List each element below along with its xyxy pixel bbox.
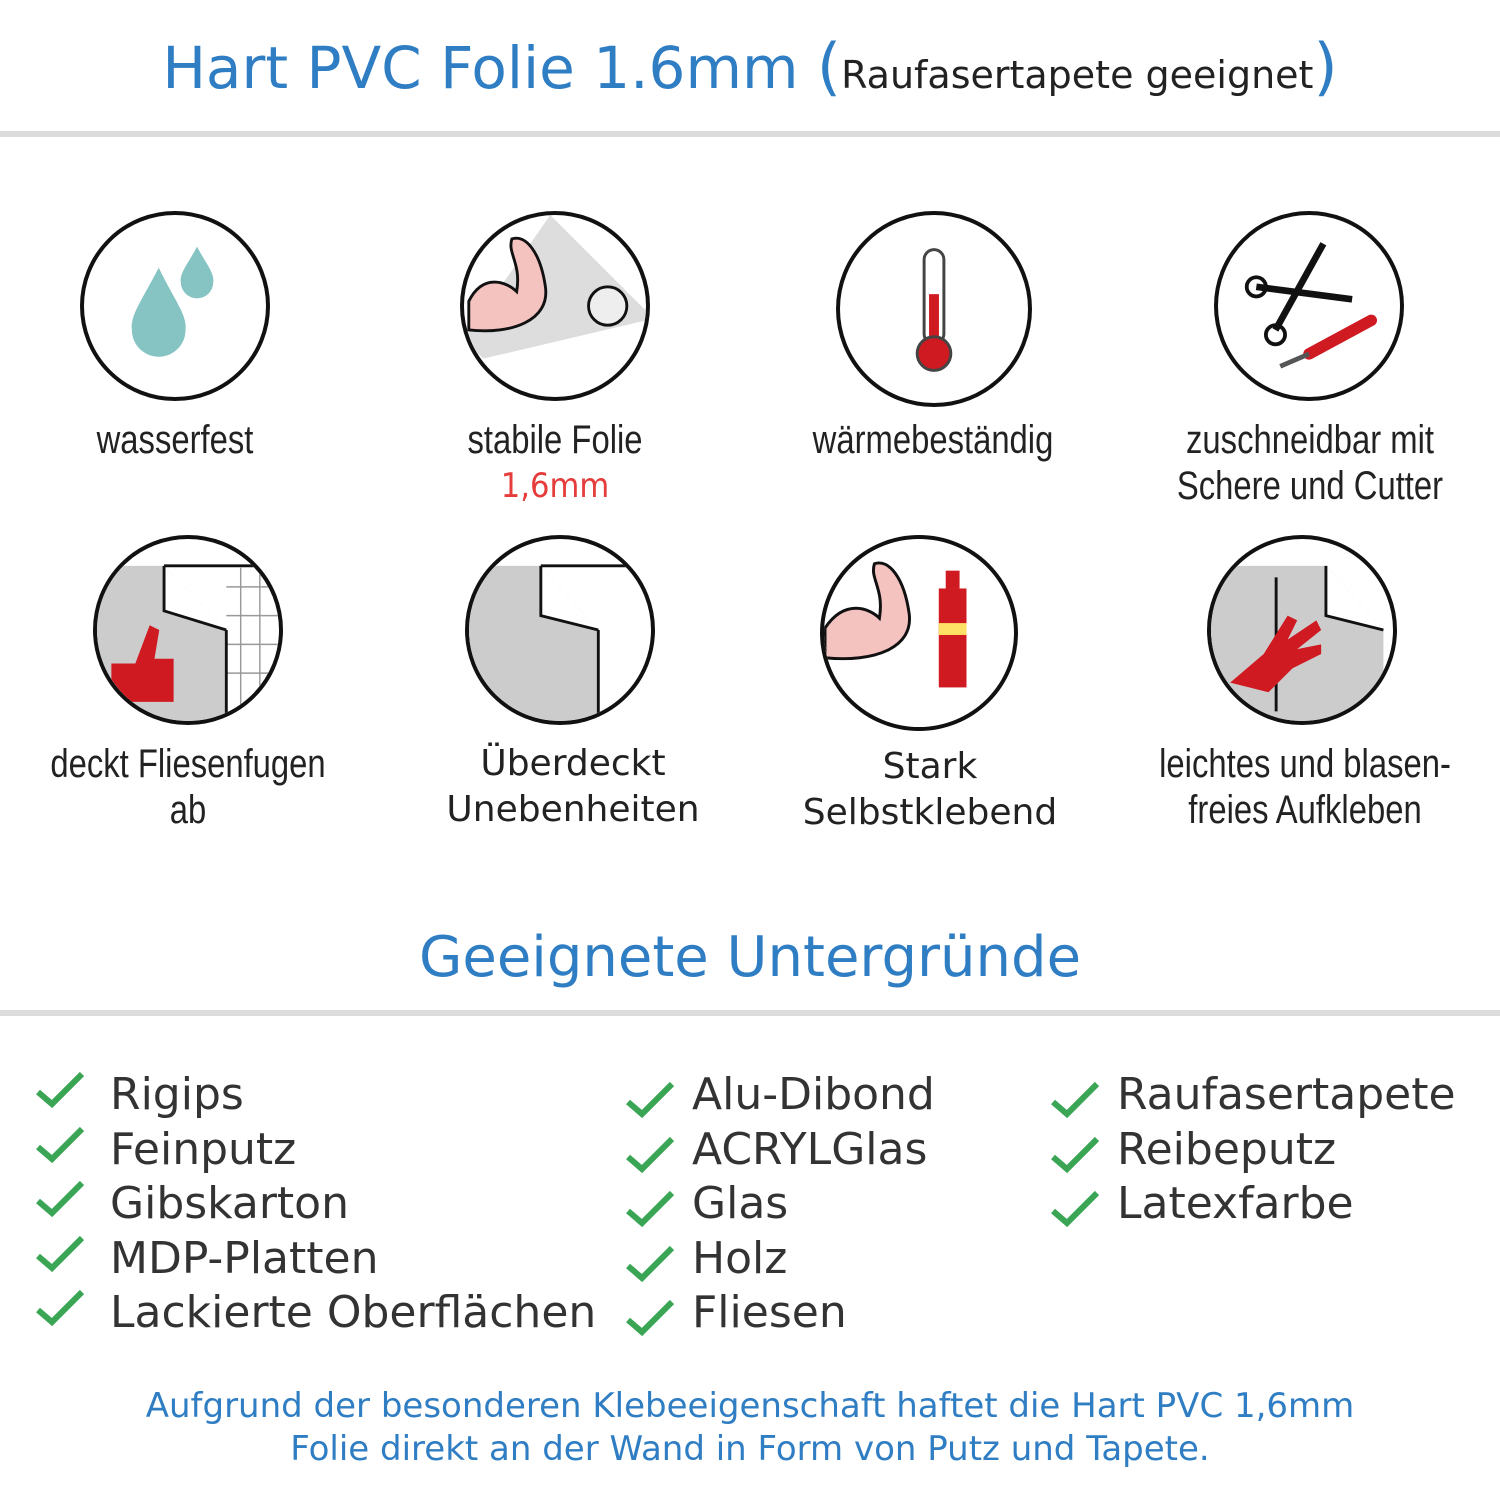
check-icon <box>625 1298 675 1338</box>
check-icon <box>625 1135 675 1175</box>
surface-item: Latexfarbe <box>1117 1178 1354 1229</box>
check-icon <box>35 1179 85 1219</box>
check-icon <box>1050 1135 1100 1175</box>
feature-label: wärmebeständig <box>812 418 1054 462</box>
surface-item: Fliesen <box>692 1287 847 1338</box>
surface-item: Raufasertapete <box>1117 1069 1456 1120</box>
hand-smooth-icon <box>1207 535 1397 725</box>
footer-line: Folie direkt an der Wand in Form von Put… <box>290 1429 1210 1469</box>
tile-cover-thumb-icon <box>93 535 283 725</box>
feature-highlight: 1,6mm <box>500 466 610 506</box>
surface-item: Holz <box>692 1232 788 1284</box>
water-drops-icon <box>80 211 270 401</box>
label-line: Überdeckt <box>480 743 666 784</box>
feature-label: Stark Selbstklebend <box>750 744 1110 836</box>
scissors-cutter-icon <box>1214 211 1404 401</box>
label-line: freies Aufkleben <box>1188 788 1422 832</box>
footer-note: Aufgrund der besonderen Klebeeigenschaft… <box>0 1385 1500 1471</box>
strong-arm-foil-icon <box>460 211 650 401</box>
label-line: Unebenheiten <box>446 789 700 830</box>
check-icon <box>1050 1080 1100 1120</box>
label-line: leichtes und blasen- <box>1159 742 1451 786</box>
feature-label: Überdeckt Unebenheiten <box>393 741 753 833</box>
surface-item: Lackierte Oberflächen <box>110 1287 597 1338</box>
surface-item: Glas <box>692 1178 789 1229</box>
title-paren-open: ( <box>816 30 842 103</box>
divider <box>0 1010 1500 1016</box>
check-icon <box>1050 1189 1100 1229</box>
label-line: zuschneidbar mit <box>1186 418 1434 462</box>
feature-label: stabile Folie 1,6mm <box>407 417 702 509</box>
surface-item: Alu-Dibond <box>692 1069 935 1120</box>
check-icon <box>625 1189 675 1229</box>
label-line: Stark <box>882 746 978 787</box>
surface-item: Gibskarton <box>110 1178 349 1229</box>
label-line: Schere und Cutter <box>1176 464 1444 508</box>
page-title: Hart PVC Folie 1.6mm (Raufasertapete gee… <box>0 30 1500 103</box>
surface-item: MDP-Platten <box>110 1232 379 1284</box>
feature-label: deckt Fliesenfugen ab <box>50 742 326 832</box>
surface-item: Reibeputz <box>1117 1123 1337 1175</box>
footer-line: Aufgrund der besonderen Klebeeigenschaft… <box>145 1386 1355 1426</box>
title-paren-close: ) <box>1313 30 1338 103</box>
check-icon <box>625 1244 675 1284</box>
surface-item: ACRYLGlas <box>692 1123 928 1175</box>
section-heading: Geeignete Untergründe <box>418 925 1082 990</box>
check-icon <box>35 1288 85 1328</box>
check-icon <box>35 1070 85 1110</box>
check-icon <box>35 1234 85 1274</box>
feature-label: leichtes und blasen-freies Aufkleben <box>1157 741 1452 833</box>
divider <box>0 131 1500 137</box>
feature-label: wasserfest <box>96 418 254 462</box>
strong-arm-glue-icon <box>820 535 1018 731</box>
surface-item: Feinputz <box>110 1123 297 1175</box>
feature-label-text: stabile Folie <box>467 418 643 462</box>
foil-peel-icon <box>465 535 655 725</box>
check-icon <box>35 1125 85 1165</box>
thermometer-icon <box>836 211 1032 407</box>
title-subtitle: Raufasertapete geeignet <box>841 53 1314 97</box>
surface-item: Rigips <box>110 1069 244 1120</box>
label-line: Selbstklebend <box>802 792 1058 833</box>
check-icon <box>625 1080 675 1120</box>
title-main: Hart PVC Folie 1.6mm <box>162 34 799 102</box>
feature-label: zuschneidbar mit Schere und Cutter <box>1162 417 1457 509</box>
